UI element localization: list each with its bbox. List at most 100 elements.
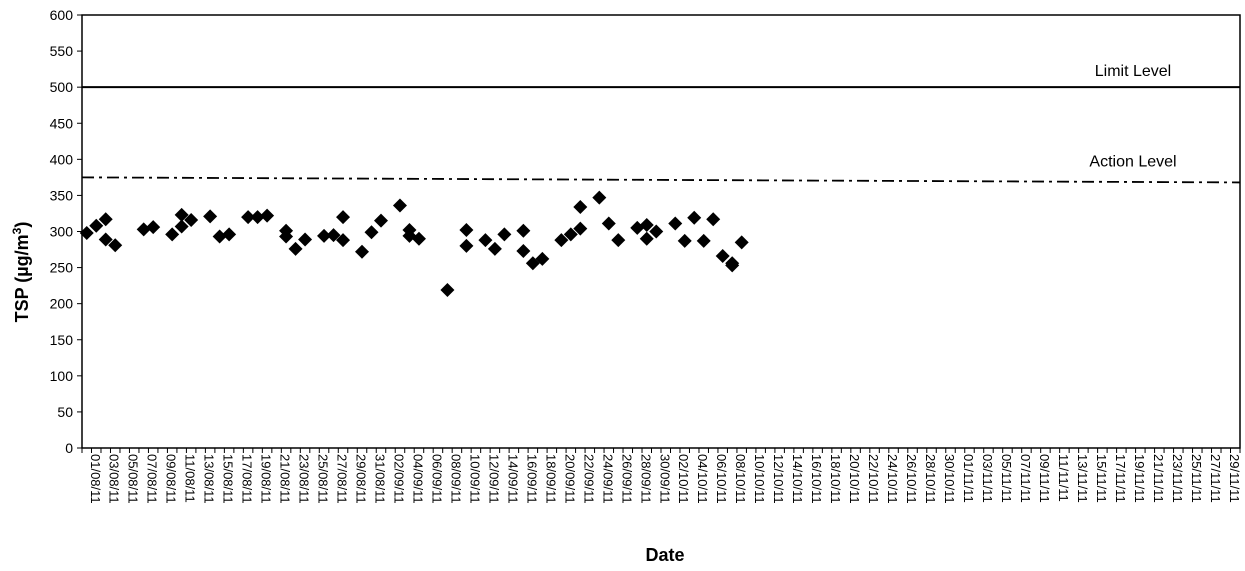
x-tick-label: 19/08/11 — [259, 454, 274, 504]
data-point — [298, 232, 313, 247]
y-tick-label: 200 — [50, 296, 74, 312]
data-point — [336, 210, 351, 225]
data-point — [108, 238, 123, 253]
y-tick-label: 400 — [50, 151, 74, 167]
data-point — [573, 199, 588, 214]
data-point — [668, 216, 683, 231]
x-tick-label: 29/11/11 — [1227, 454, 1242, 503]
data-point — [392, 198, 407, 213]
data-point — [478, 233, 493, 248]
data-point — [611, 233, 626, 248]
x-tick-label: 30/10/11 — [942, 454, 957, 504]
data-point — [364, 225, 379, 240]
x-tick-label: 24/09/11 — [600, 454, 615, 504]
x-tick-label: 25/11/11 — [1189, 454, 1204, 503]
x-tick-label: 07/11/11 — [1018, 454, 1033, 503]
data-point — [222, 227, 237, 242]
x-tick-label: 19/11/11 — [1132, 454, 1147, 503]
x-tick-label: 03/08/11 — [107, 454, 122, 504]
data-point — [250, 210, 265, 225]
x-tick-label: 17/11/11 — [1113, 454, 1128, 503]
y-tick-label: 250 — [50, 260, 74, 276]
y-tick-label: 100 — [50, 368, 74, 384]
x-tick-label: 12/09/11 — [486, 454, 501, 504]
x-tick-label: 10/10/11 — [752, 454, 767, 504]
x-tick-label: 09/11/11 — [1037, 454, 1052, 503]
data-point — [601, 216, 616, 231]
data-point — [203, 209, 218, 224]
x-tick-label: 29/08/11 — [354, 454, 369, 504]
x-tick-label: 24/10/11 — [885, 454, 900, 504]
data-point — [563, 227, 578, 242]
data-point — [373, 213, 388, 228]
x-tick-label: 31/08/11 — [373, 454, 388, 504]
data-point — [516, 223, 531, 238]
x-tick-label: 28/09/11 — [638, 454, 653, 504]
y-tick-label: 350 — [50, 187, 74, 203]
x-tick-label: 28/10/11 — [923, 454, 938, 504]
x-tick-label: 26/09/11 — [619, 454, 634, 504]
data-point — [174, 207, 189, 222]
x-tick-label: 30/09/11 — [657, 454, 672, 504]
reference-lines-group: Limit Level Action Level — [81, 63, 1241, 184]
y-tick-label: 550 — [50, 43, 74, 59]
x-tick-label: 02/09/11 — [391, 454, 406, 504]
y-tick-label: 50 — [57, 404, 73, 420]
x-tick-label: 03/11/11 — [980, 454, 995, 503]
y-tick-label: 600 — [50, 7, 74, 23]
y-axis-title-superscript: 3 — [10, 227, 24, 234]
data-point — [497, 227, 512, 242]
x-tick-label: 11/08/11 — [183, 454, 198, 503]
x-tick-label: 22/10/11 — [866, 454, 881, 504]
y-tick-label: 300 — [50, 224, 74, 240]
x-tick-label: 13/11/11 — [1075, 454, 1090, 503]
x-tick-label: 16/09/11 — [524, 454, 539, 504]
data-point — [165, 227, 180, 242]
x-tick-label: 06/10/11 — [714, 454, 729, 504]
x-tick-label: 15/08/11 — [221, 454, 236, 504]
x-tick-label: 07/08/11 — [145, 454, 160, 504]
x-tick-label: 09/08/11 — [164, 454, 179, 504]
x-tick-label: 08/09/11 — [448, 454, 463, 504]
x-tick-label: 27/11/11 — [1208, 454, 1223, 503]
data-points-group — [79, 190, 749, 297]
data-point — [98, 232, 113, 247]
x-tick-label: 20/09/11 — [562, 454, 577, 504]
data-point — [459, 223, 474, 238]
data-point — [326, 228, 341, 243]
data-point — [184, 212, 199, 227]
data-point — [535, 251, 550, 266]
data-point — [677, 233, 692, 248]
data-point — [241, 210, 256, 225]
y-tick-label: 500 — [50, 79, 74, 95]
data-point — [79, 225, 94, 240]
y-tick-label: 450 — [50, 115, 74, 131]
y-axis-title-close: ) — [12, 222, 32, 228]
x-tick-label: 26/10/11 — [904, 454, 919, 504]
data-point — [706, 212, 721, 227]
data-point — [516, 243, 531, 258]
data-point — [89, 218, 104, 233]
x-tick-label: 05/08/11 — [126, 454, 141, 504]
x-tick-label: 01/08/11 — [88, 454, 103, 504]
data-point — [687, 210, 702, 225]
x-tick-label: 01/11/11 — [961, 454, 976, 503]
x-tick-label: 17/08/11 — [240, 454, 255, 504]
x-tick-label: 18/10/11 — [828, 454, 843, 504]
data-point — [98, 212, 113, 227]
data-point — [696, 233, 711, 248]
x-tick-label: 13/08/11 — [202, 454, 217, 504]
data-point — [573, 221, 588, 236]
axes-group: 0 50 100 150 200 250 300 350 400 450 500 550 600 01/0… — [50, 7, 1242, 504]
data-point — [734, 235, 749, 250]
x-tick-label: 23/08/11 — [297, 454, 312, 504]
data-point — [136, 222, 151, 237]
x-axis-title: Date — [645, 545, 684, 565]
x-tick-label: 08/10/11 — [733, 454, 748, 504]
data-point — [639, 231, 654, 246]
data-point — [174, 219, 189, 234]
action-level-line — [81, 176, 1241, 184]
action-level-label: Action Level — [1089, 153, 1176, 170]
